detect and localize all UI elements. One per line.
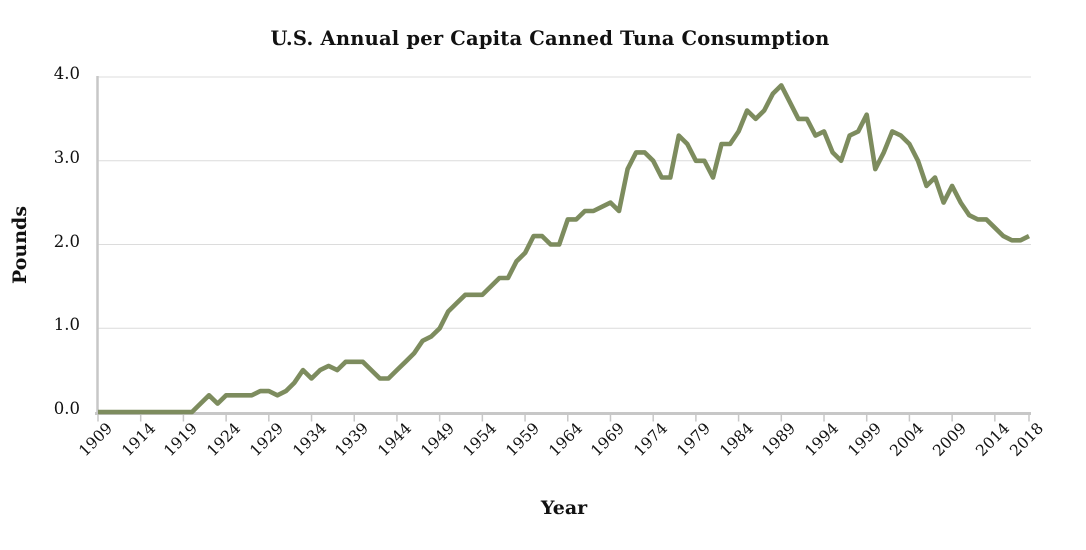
- y-tick-label-1.0: 1.0: [53, 315, 80, 335]
- chart-title: U.S. Annual per Capita Canned Tuna Consu…: [270, 27, 830, 50]
- y-tick-label-0.0: 0.0: [53, 399, 80, 418]
- y-tick-label-4.0: 4.0: [53, 64, 80, 83]
- y-tick-label-3.0: 3.0: [53, 147, 80, 167]
- data-line-tuna-consumption: [98, 83, 1031, 415]
- x-axis-title: Year: [540, 497, 588, 519]
- y-tick-label-2.0: 2.0: [53, 231, 80, 251]
